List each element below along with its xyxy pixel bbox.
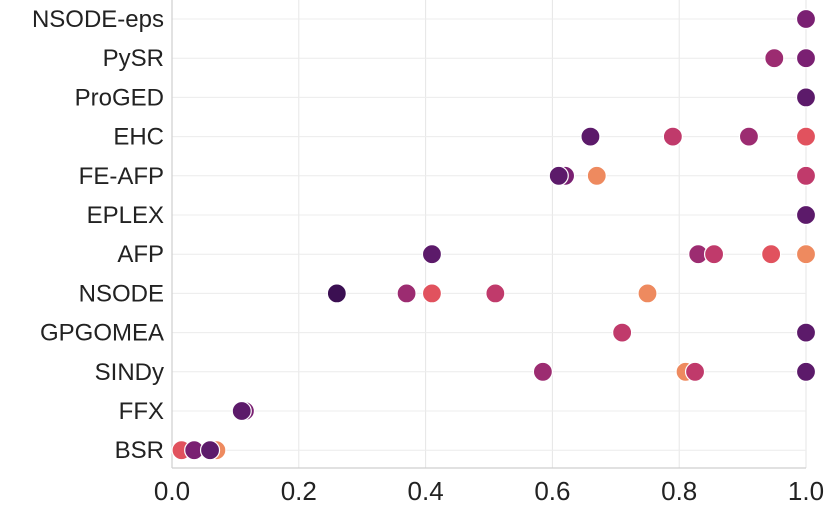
- data-points: [171, 8, 817, 461]
- y-tick-label: FFX: [119, 398, 164, 425]
- data-point: [795, 87, 817, 108]
- data-point: [532, 361, 553, 382]
- x-tick-label: 0.8: [661, 476, 697, 506]
- data-point: [580, 126, 601, 147]
- data-point: [795, 165, 817, 186]
- x-tick-label: 0.6: [534, 476, 570, 506]
- data-point: [795, 361, 817, 382]
- data-point: [548, 165, 569, 186]
- y-tick-label: EHC: [113, 124, 164, 151]
- axes: [171, 0, 806, 469]
- y-tick-label: NSODE-eps: [32, 6, 164, 33]
- data-point: [703, 244, 725, 265]
- data-point: [231, 400, 252, 422]
- y-tick-label: AFP: [117, 241, 164, 268]
- data-point: [586, 165, 607, 186]
- x-tick-label: 1.0: [788, 476, 824, 506]
- data-point: [738, 126, 760, 147]
- grid: [171, 0, 807, 468]
- data-point: [795, 126, 817, 147]
- data-point: [637, 283, 658, 304]
- y-tick-label: PySR: [103, 45, 164, 72]
- y-tick-label: ProGED: [75, 84, 164, 111]
- data-point: [795, 8, 817, 30]
- x-tick-label: 0.0: [154, 476, 190, 506]
- data-point: [485, 283, 506, 304]
- y-tick-label: BSR: [115, 437, 164, 464]
- data-point: [764, 48, 785, 69]
- y-tick-labels: NSODE-eps PySR ProGED EHC FE-AFP EPLEX AFP NSOD…: [32, 6, 164, 464]
- y-tick-label: GPGOMEA: [40, 320, 164, 347]
- x-tick-labels: 0.0 0.2 0.4 0.6 0.8 1.0: [154, 476, 824, 506]
- data-point: [795, 48, 817, 69]
- data-point: [795, 244, 817, 265]
- data-point: [421, 283, 443, 304]
- y-tick-label: FE-AFP: [79, 163, 164, 190]
- data-point: [761, 244, 782, 265]
- data-point: [795, 322, 817, 343]
- y-tick-label: SINDy: [95, 359, 164, 386]
- data-point: [421, 244, 443, 265]
- data-point: [396, 283, 417, 304]
- y-tick-label: EPLEX: [87, 202, 164, 229]
- data-point: [326, 283, 347, 304]
- data-point: [662, 126, 683, 147]
- x-tick-label: 0.4: [408, 476, 444, 506]
- data-point: [795, 204, 817, 226]
- data-point: [199, 440, 221, 461]
- data-point: [684, 361, 706, 382]
- x-tick-label: 0.2: [281, 476, 317, 506]
- y-tick-label: NSODE: [79, 280, 164, 307]
- data-point: [612, 322, 633, 343]
